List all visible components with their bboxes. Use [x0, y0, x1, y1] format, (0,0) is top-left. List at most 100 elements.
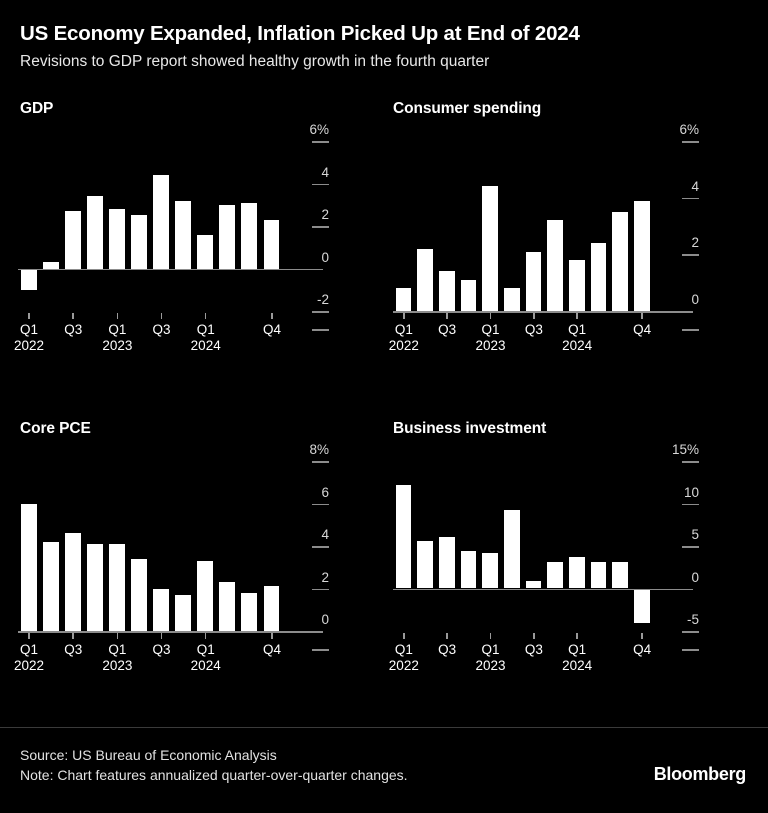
bar — [219, 204, 236, 269]
x-tick-year: 2022 — [388, 657, 419, 673]
x-tick-mark — [72, 633, 74, 639]
x-tick-year: 2024 — [190, 337, 221, 353]
x-tick-mark — [533, 313, 535, 319]
x-tick-label: Q3 — [45, 322, 101, 338]
x-tick-quarter: Q1 — [394, 642, 413, 657]
x-tick-mark — [28, 313, 30, 319]
zero-axis-line — [393, 311, 693, 313]
y-tick-mark — [312, 461, 329, 463]
y-tick-mark — [312, 503, 329, 505]
y-axis: 0 2 4 6% — [655, 123, 701, 331]
y-tick-label: 4 — [655, 180, 701, 194]
y-tick-mark — [682, 254, 699, 256]
y-tick-text: 0 — [321, 612, 329, 627]
bar — [395, 288, 412, 311]
zero-axis-line — [18, 268, 323, 270]
bar-slot — [106, 141, 128, 311]
y-tick-text: 2 — [691, 235, 699, 251]
y-axis-end-mark — [312, 329, 329, 331]
y-tick-mark — [312, 183, 329, 185]
x-tick-year: 2024 — [190, 657, 221, 673]
bar — [86, 196, 103, 269]
bar — [460, 279, 477, 311]
y-tick-label: 6% — [285, 123, 331, 137]
bar-slot — [588, 141, 610, 311]
x-tick-quarter: Q3 — [64, 322, 83, 337]
x-tick-quarter: Q1 — [481, 642, 500, 657]
bar-slot — [173, 141, 195, 311]
bar — [64, 533, 81, 631]
panel-consumer-spending: Consumer spending 0 2 4 6% Q1 2022 Q3 Q1 2023 Q3 Q… — [385, 96, 768, 416]
x-tick-quarter: Q1 — [568, 322, 587, 337]
y-axis-end-mark — [682, 329, 699, 331]
x-tick-year: 2023 — [475, 657, 506, 673]
x-tick-label: Q1 2024 — [549, 322, 605, 354]
x-tick-year: 2024 — [562, 657, 593, 673]
y-tick-label: 2 — [285, 208, 331, 222]
y-tick-label: 2 — [285, 570, 331, 585]
bar-slot — [566, 141, 588, 311]
x-tick-quarter: Q3 — [524, 642, 543, 657]
y-tick-mark — [682, 503, 699, 505]
x-tick-mark — [576, 633, 578, 639]
x-tick-quarter: Q1 — [196, 642, 215, 657]
panel-title-business-investment: Business investment — [393, 420, 547, 437]
y-tick-mark — [682, 461, 699, 463]
x-tick-quarter: Q3 — [152, 642, 171, 657]
x-tick-mark — [160, 313, 163, 319]
bar — [64, 211, 81, 269]
x-tick-quarter: Q4 — [262, 322, 281, 337]
bar — [263, 586, 280, 631]
bar-slot — [195, 141, 217, 311]
bar-slot — [84, 461, 106, 631]
x-tick-mark — [28, 633, 30, 639]
x-tick-year: 2023 — [102, 337, 133, 353]
bar-slot — [501, 141, 523, 311]
x-tick-label: Q4 — [614, 322, 670, 338]
y-tick-label: 0 — [285, 250, 331, 265]
bar — [108, 209, 125, 269]
y-tick-text: 10 — [683, 484, 699, 500]
bar — [86, 543, 103, 631]
bar-slot — [217, 461, 239, 631]
footnotes: Source: US Bureau of Economic Analysis N… — [20, 746, 408, 786]
x-tick-label: Q1 2023 — [89, 322, 145, 354]
panel-core-pce: Core PCE 0 2 4 6 8% Q1 2022 Q3 Q1 2023 Q3 Q1 2024 Q4 — [0, 416, 385, 736]
x-tick-mark — [533, 633, 535, 639]
bar — [42, 541, 59, 631]
source-text: Source: US Bureau of Economic Analysis — [20, 747, 277, 763]
x-tick-label: Q4 — [244, 322, 300, 338]
x-tick-label: Q3 — [134, 642, 190, 658]
y-tick-text: 5 — [691, 527, 699, 542]
bar-slot — [62, 141, 84, 311]
bar-slot — [150, 141, 172, 311]
y-axis-end-mark — [312, 649, 329, 651]
bar — [525, 580, 542, 589]
note-text: Note: Chart features annualized quarter-… — [20, 766, 408, 783]
bar — [568, 260, 585, 311]
bar — [175, 200, 192, 269]
bar — [417, 248, 433, 311]
bar — [503, 288, 520, 311]
bar-slot — [610, 141, 632, 311]
bar — [612, 211, 628, 311]
x-tick-year: 2024 — [562, 337, 593, 353]
x-tick-quarter: Q1 — [20, 642, 39, 657]
y-tick-label: 6% — [655, 123, 701, 137]
bar — [547, 220, 563, 311]
x-tick-label: Q4 — [614, 642, 670, 658]
bar — [547, 562, 563, 589]
x-tick-label: Q1 2024 — [178, 642, 234, 674]
y-tick-text: 0 — [691, 569, 699, 585]
bar-slot — [545, 461, 567, 631]
y-tick-text: 6% — [309, 122, 329, 137]
x-tick-quarter: Q3 — [152, 322, 171, 337]
x-tick-mark — [116, 633, 119, 639]
page-title: US Economy Expanded, Inflation Picked Up… — [20, 22, 580, 45]
bar-slot — [501, 461, 523, 631]
x-tick-label: Q3 — [419, 642, 475, 658]
bar-slot — [261, 461, 283, 631]
x-tick-mark — [116, 313, 119, 319]
x-tick-label: Q1 2022 — [376, 322, 432, 354]
bar-slot — [62, 461, 84, 631]
